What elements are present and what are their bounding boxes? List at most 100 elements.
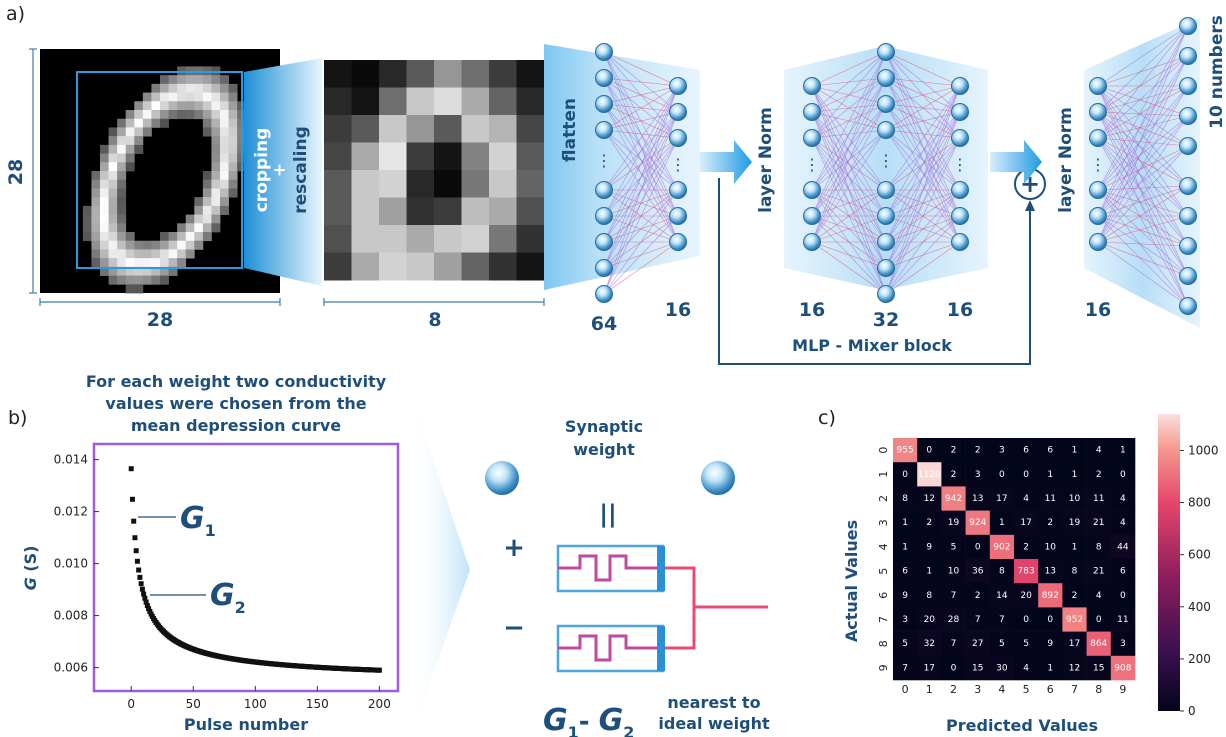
heatmap-value: 7 (999, 615, 1005, 625)
rescaled-pixel (379, 170, 407, 198)
neuron-output-in (1089, 181, 1107, 199)
neuron-mixer-in (803, 181, 821, 199)
digit-pixel (228, 127, 238, 137)
dim-28-left: 28 (5, 159, 27, 185)
rescaled-pixel (461, 252, 490, 281)
rescaled-pixel (489, 252, 517, 281)
heatmap-value: 0 (951, 663, 957, 673)
digit-pixel (202, 66, 212, 76)
heatmap-cell (1110, 510, 1136, 536)
heatmap-cell (1014, 607, 1039, 632)
heatmap-y-tick: 9 (877, 664, 890, 671)
heatmap-value: 1 (926, 567, 932, 577)
heatmap-value: 32 (924, 639, 935, 649)
synaptic-label-2: weight (573, 440, 635, 459)
synaptic-label-1: Synaptic (565, 417, 643, 436)
flatten-label: flatten (560, 98, 580, 162)
rescaled-pixel (406, 225, 435, 253)
heatmap-value: 28 (948, 615, 960, 625)
synapse-node-left (485, 461, 519, 495)
rescaled-pixel (516, 87, 545, 116)
rescaled-pixel (406, 60, 435, 88)
digit-pixel (117, 275, 127, 285)
digit-pixel (91, 249, 101, 259)
heatmap-cell (1038, 510, 1063, 536)
rescaled-pixel (406, 252, 435, 281)
network-link (1097, 85, 1189, 139)
network-link (811, 215, 887, 243)
data-point (141, 591, 147, 597)
neuron-output-in (1089, 207, 1107, 225)
data-point (142, 595, 148, 601)
rescaled-pixel (324, 87, 352, 116)
network-link (603, 129, 679, 191)
digit-pixel (228, 144, 238, 154)
colorbar (1158, 414, 1180, 711)
digit-pixel (142, 240, 152, 250)
digit-pixel (142, 127, 152, 137)
layer-norm-label-2: layer Norm (1056, 107, 1076, 213)
network-link (1097, 115, 1189, 139)
digit-pixel (194, 240, 204, 250)
network-link (885, 77, 961, 87)
dim-8-label: 8 (428, 309, 441, 331)
digit-pixel (202, 101, 212, 111)
heatmap-value: 12 (924, 494, 935, 504)
heatmap-value: 3 (1120, 639, 1126, 649)
neuron-output (1179, 237, 1197, 255)
digit-pixel (100, 266, 109, 276)
rescaled-pixel (406, 115, 435, 143)
digit-pixel (228, 101, 238, 111)
digit-pixel (160, 110, 169, 120)
heatmap-value: 20 (1020, 591, 1032, 601)
rescaled-pixel (351, 115, 380, 143)
y-tick-label: 0.014 (54, 453, 88, 467)
digit-pixel (108, 249, 118, 259)
digit-pixel (160, 275, 169, 285)
neuron-output (1179, 267, 1197, 285)
data-point (143, 599, 149, 605)
heatmap-value: 4 (1023, 494, 1029, 504)
heatmap-y-tick: 6 (877, 592, 890, 599)
network-link (603, 85, 679, 217)
data-point (136, 567, 142, 573)
heatmap-cell (1014, 559, 1039, 584)
digit-pixel (160, 249, 169, 259)
rescaled-pixel (489, 142, 517, 171)
heatmap-value: 783 (1018, 567, 1035, 577)
neuron-output-in (1089, 77, 1107, 95)
data-point (138, 581, 144, 587)
rescaled-pixel (351, 60, 380, 88)
heatmap-cell (1086, 486, 1112, 511)
network-link (1097, 85, 1189, 243)
colorbar-tick-label: 1000 (1188, 443, 1219, 457)
neuron-mixer-out (951, 181, 969, 199)
digit-pixel (220, 205, 229, 215)
digit-pixel (202, 171, 212, 181)
digit-pixel (134, 240, 144, 250)
ellipsis-dots: ⋮ (596, 151, 612, 170)
heatmap-cell (893, 486, 918, 511)
digit-pixel (220, 136, 229, 146)
heatmap-cell (941, 631, 966, 657)
network-link (885, 85, 961, 243)
digit-pixel (91, 214, 101, 224)
heatmap-y-tick: 2 (877, 495, 890, 502)
data-point (128, 466, 134, 472)
network-link (885, 51, 961, 87)
ellipsis-dots: ⋮ (878, 151, 894, 170)
data-point (146, 606, 152, 612)
heatmap-cell (1038, 559, 1063, 584)
memristor-negative (482, 624, 665, 673)
network-link (1097, 55, 1189, 243)
digit-pixel (91, 188, 101, 198)
network-link (603, 241, 679, 295)
rescaled-pixel (461, 115, 490, 143)
digit-pixel (194, 66, 204, 76)
neuron-mixer-hidden (877, 121, 895, 139)
digit-pixel (134, 101, 144, 111)
digit-pixel (177, 232, 187, 242)
heatmap-cell (965, 486, 991, 511)
mnist-digit-image (40, 49, 280, 294)
depression-curve-plot: 0 50 100 150 200 0.006 0.008 0.010 0.012 0.014 (54, 453, 391, 711)
